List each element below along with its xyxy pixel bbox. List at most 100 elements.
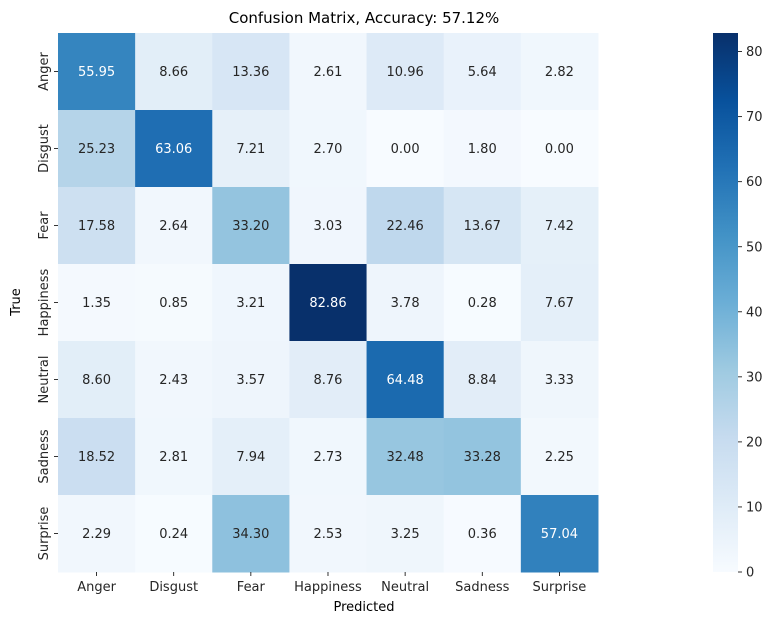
y-tick-label: Fear bbox=[37, 211, 52, 240]
cell-value-label: 55.95 bbox=[78, 65, 115, 80]
cell-value-label: 2.70 bbox=[314, 142, 343, 157]
colorbar-tick-label: 10 bbox=[746, 500, 763, 515]
heatmap-cell bbox=[289, 33, 368, 111]
x-tick-label: Fear bbox=[237, 580, 266, 595]
heatmap-cell bbox=[58, 418, 136, 496]
heatmap-cell bbox=[58, 341, 136, 419]
cell-value-label: 1.35 bbox=[82, 296, 111, 311]
cell-value-label: 0.24 bbox=[159, 527, 188, 542]
heatmap-cell bbox=[58, 495, 136, 573]
cell-value-label: 0.00 bbox=[545, 142, 574, 157]
heatmap-cell bbox=[520, 418, 599, 496]
heatmap-cells: 55.95 8.66 13.36 2.61 10.96 5.64 2.82 25.23 63.0… bbox=[58, 33, 599, 573]
heatmap-cell bbox=[212, 110, 290, 188]
cell-value-label: 33.28 bbox=[464, 450, 501, 465]
heatmap-cell bbox=[366, 187, 445, 265]
heatmap-cell bbox=[366, 341, 445, 419]
y-tick-label: Surprise bbox=[37, 507, 52, 561]
x-tick-label: Happiness bbox=[294, 580, 362, 595]
cell-value-label: 32.48 bbox=[387, 450, 424, 465]
cell-value-label: 2.53 bbox=[314, 527, 343, 542]
cell-value-label: 18.52 bbox=[78, 450, 115, 465]
heatmap-cell bbox=[212, 495, 290, 573]
cell-value-label: 63.06 bbox=[155, 142, 192, 157]
colorbar-tick-label: 60 bbox=[746, 175, 763, 190]
y-tick-label: Happiness bbox=[37, 268, 52, 336]
x-tick-label: Neutral bbox=[381, 580, 429, 595]
cell-value-label: 7.94 bbox=[236, 450, 265, 465]
colorbar-tick-label: 50 bbox=[746, 240, 763, 255]
cell-value-label: 3.57 bbox=[236, 373, 265, 388]
cell-value-label: 2.81 bbox=[159, 450, 188, 465]
cell-value-label: 0.00 bbox=[391, 142, 420, 157]
heatmap-cell bbox=[520, 495, 599, 573]
cell-value-label: 3.03 bbox=[314, 219, 343, 234]
x-tick-label: Disgust bbox=[149, 580, 198, 595]
cell-value-label: 2.82 bbox=[545, 65, 574, 80]
heatmap-cell bbox=[289, 418, 368, 496]
cell-value-label: 13.36 bbox=[232, 65, 269, 80]
cell-value-label: 3.25 bbox=[391, 527, 420, 542]
cell-value-label: 8.84 bbox=[468, 373, 497, 388]
heatmap-cell bbox=[212, 187, 290, 265]
cell-value-label: 13.67 bbox=[464, 219, 501, 234]
heatmap-cell bbox=[58, 187, 136, 265]
cell-value-label: 5.64 bbox=[468, 65, 497, 80]
cell-value-label: 1.80 bbox=[468, 142, 497, 157]
y-tick-labels: Anger Disgust Fear Happiness Neutral Sadness S… bbox=[37, 51, 58, 560]
cell-value-label: 8.76 bbox=[314, 373, 343, 388]
colorbar-tick-label: 80 bbox=[746, 45, 763, 60]
heatmap-cell bbox=[443, 264, 522, 342]
heatmap-cell bbox=[289, 110, 368, 188]
y-tick-label: Disgust bbox=[37, 124, 52, 173]
heatmap-cell bbox=[135, 110, 213, 188]
cell-value-label: 82.86 bbox=[309, 296, 346, 311]
heatmap-cell bbox=[212, 341, 290, 419]
heatmap-cell bbox=[520, 33, 599, 111]
cell-value-label: 33.20 bbox=[232, 219, 269, 234]
heatmap-cell bbox=[443, 187, 522, 265]
heatmap-cell bbox=[520, 264, 599, 342]
heatmap-cell bbox=[520, 341, 599, 419]
cell-value-label: 3.21 bbox=[236, 296, 265, 311]
heatmap-cell bbox=[443, 110, 522, 188]
y-tick-label: Anger bbox=[37, 51, 52, 90]
heatmap-cell bbox=[135, 33, 213, 111]
cell-value-label: 0.36 bbox=[468, 527, 497, 542]
heatmap-cell bbox=[135, 418, 213, 496]
heatmap-cell bbox=[366, 33, 445, 111]
heatmap-cell bbox=[366, 495, 445, 573]
heatmap-cell bbox=[289, 264, 368, 342]
heatmap-cell bbox=[289, 341, 368, 419]
cell-value-label: 3.78 bbox=[391, 296, 420, 311]
cell-value-label: 2.73 bbox=[314, 450, 343, 465]
x-tick-label: Sadness bbox=[455, 580, 509, 595]
heatmap-cell bbox=[443, 341, 522, 419]
colorbar-tick-label: 0 bbox=[746, 566, 754, 581]
heatmap-cell bbox=[135, 495, 213, 573]
heatmap-cell bbox=[135, 187, 213, 265]
chart-title: Confusion Matrix, Accuracy: 57.12% bbox=[229, 9, 500, 27]
heatmap-cell bbox=[135, 341, 213, 419]
cell-value-label: 2.29 bbox=[82, 527, 111, 542]
heatmap-cell bbox=[443, 418, 522, 496]
cell-value-label: 25.23 bbox=[78, 142, 115, 157]
y-tick-label: Sadness bbox=[37, 429, 52, 483]
colorbar-tick-label: 70 bbox=[746, 110, 763, 125]
cell-value-label: 64.48 bbox=[387, 373, 424, 388]
cell-value-label: 34.30 bbox=[232, 527, 269, 542]
heatmap-cell bbox=[289, 495, 368, 573]
heatmap-cell bbox=[443, 495, 522, 573]
cell-value-label: 2.64 bbox=[159, 219, 188, 234]
heatmap-cell bbox=[366, 110, 445, 188]
cell-value-label: 7.21 bbox=[236, 142, 265, 157]
y-tick-label: Neutral bbox=[37, 356, 52, 404]
cell-value-label: 2.25 bbox=[545, 450, 574, 465]
colorbar-tick-label: 30 bbox=[746, 370, 763, 385]
heatmap-cell bbox=[212, 418, 290, 496]
colorbar: 0 10 20 30 40 50 60 70 80 bbox=[713, 33, 763, 581]
heatmap-cell bbox=[212, 264, 290, 342]
cell-value-label: 7.42 bbox=[545, 219, 574, 234]
cell-value-label: 8.60 bbox=[82, 373, 111, 388]
